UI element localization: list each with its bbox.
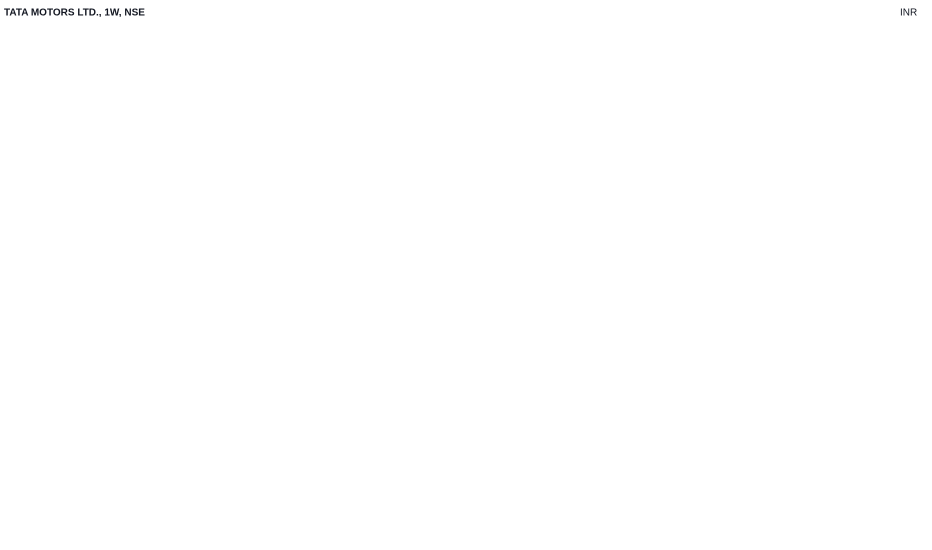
currency-label: INR bbox=[900, 8, 917, 19]
chart-title: TATA MOTORS LTD., 1W, NSE bbox=[4, 8, 145, 19]
